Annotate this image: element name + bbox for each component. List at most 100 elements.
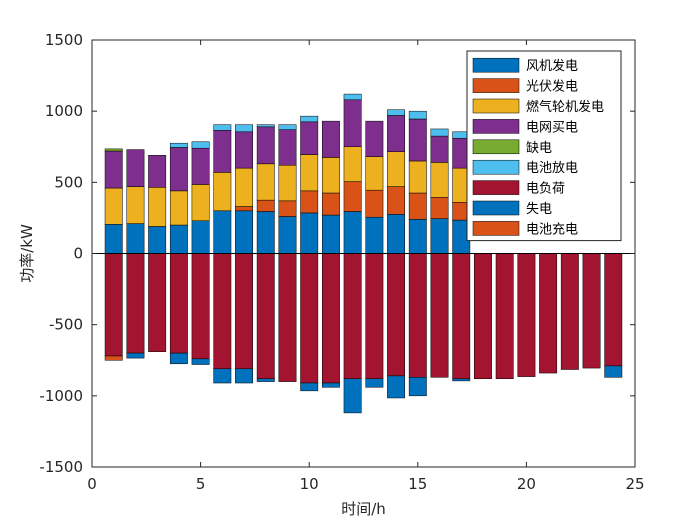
y-tick-label: 1000 — [45, 102, 83, 120]
bar-h6-series-6 — [213, 253, 232, 370]
bar-h5-series-6 — [191, 253, 210, 360]
bar-h10-series-2 — [300, 154, 319, 192]
bar-h20-series-6 — [517, 253, 536, 377]
bar-h4-series-0 — [169, 224, 188, 254]
bar-h16-series-1 — [430, 197, 449, 219]
bar-h12-series-0 — [343, 211, 362, 254]
bar-h11-series-3 — [321, 120, 340, 158]
bar-h5-series-7 — [191, 358, 210, 365]
bar-h14-series-7 — [387, 375, 406, 399]
bar-h8-series-1 — [256, 199, 275, 212]
x-axis-label: 时间/h — [341, 500, 386, 518]
bar-h17-series-7 — [452, 378, 471, 382]
bar-h14-series-6 — [387, 253, 406, 377]
legend-label-0: 风机发电 — [526, 58, 578, 74]
legend-label-6: 电负荷 — [526, 182, 565, 197]
bar-h11-series-1 — [321, 192, 340, 216]
bar-h6-series-0 — [213, 210, 232, 254]
legend-swatch-4 — [472, 139, 520, 155]
bar-h2-series-7 — [126, 352, 145, 359]
bar-h15-series-1 — [408, 192, 427, 220]
bar-h16-series-2 — [430, 162, 449, 198]
bar-h6-series-5 — [213, 124, 232, 131]
bar-h16-series-6 — [430, 253, 449, 378]
bar-h11-series-7 — [321, 382, 340, 388]
bar-h10-series-0 — [300, 212, 319, 254]
bar-h19-series-6 — [495, 253, 514, 380]
legend-swatch-3 — [472, 119, 520, 134]
legend-swatch-7 — [472, 200, 520, 216]
bar-h3-series-6 — [148, 253, 167, 352]
bar-h10-series-7 — [300, 382, 319, 392]
bar-h1-series-2 — [104, 187, 123, 225]
legend-label-3: 电网买电 — [526, 120, 578, 135]
x-tick-label: 15 — [408, 475, 427, 493]
bar-h1-series-3 — [104, 150, 123, 189]
bar-h24-series-7 — [604, 365, 623, 378]
bar-h21-series-6 — [539, 253, 558, 374]
bar-h6-series-2 — [213, 172, 232, 212]
bar-h8-series-0 — [256, 211, 275, 254]
bar-h5-series-0 — [191, 220, 210, 254]
bar-h8-series-5 — [256, 124, 275, 128]
bar-h4-series-3 — [169, 147, 188, 192]
y-axis-label: 功率/kW — [18, 224, 36, 283]
bar-h9-series-0 — [278, 216, 297, 254]
bar-h4-series-7 — [169, 352, 188, 365]
bar-h8-series-6 — [256, 253, 275, 380]
bar-h13-series-3 — [365, 120, 384, 157]
bar-h11-series-6 — [321, 253, 340, 384]
bar-h3-series-2 — [148, 187, 167, 227]
bar-h7-series-5 — [235, 124, 253, 133]
bar-h2-series-2 — [126, 186, 145, 224]
bar-h13-series-7 — [365, 378, 384, 388]
bar-h4-series-5 — [169, 142, 188, 148]
bar-h9-series-5 — [278, 124, 297, 130]
x-tick-label: 20 — [517, 475, 536, 493]
legend-label-7: 失电 — [526, 202, 552, 217]
bar-h18-series-6 — [474, 253, 492, 380]
bar-h12-series-2 — [343, 146, 362, 182]
bar-h7-series-2 — [235, 167, 253, 207]
bar-h15-series-0 — [408, 219, 427, 254]
bar-h6-series-7 — [213, 368, 232, 384]
bar-h23-series-6 — [582, 253, 601, 369]
bar-h9-series-1 — [278, 200, 297, 217]
bar-h17-series-6 — [452, 253, 471, 380]
y-tick-label: -1500 — [39, 458, 83, 476]
legend-swatch-5 — [472, 159, 520, 175]
bar-group — [104, 93, 623, 414]
y-tick-label: 0 — [73, 245, 83, 263]
bar-h15-series-6 — [408, 253, 427, 378]
bar-h9-series-6 — [278, 253, 297, 382]
bar-h5-series-5 — [191, 141, 210, 149]
bar-h4-series-6 — [169, 253, 188, 354]
bar-h7-series-7 — [235, 368, 253, 384]
bar-h4-series-2 — [169, 190, 188, 226]
bar-h1-series-6 — [104, 253, 123, 357]
bar-h14-series-2 — [387, 151, 406, 187]
y-tick-label: -500 — [49, 316, 83, 334]
y-tick-label: -1000 — [39, 387, 83, 405]
x-tick-label: 5 — [196, 475, 206, 493]
bar-h12-series-1 — [343, 181, 362, 212]
bar-h7-series-6 — [235, 253, 253, 370]
bar-h5-series-2 — [191, 184, 210, 222]
bar-h15-series-2 — [408, 160, 427, 194]
bar-h13-series-2 — [365, 156, 384, 191]
y-tick-label: 1500 — [45, 31, 83, 49]
bar-h14-series-0 — [387, 214, 406, 254]
bar-h10-series-5 — [300, 115, 319, 123]
legend-label-5: 电池放电 — [526, 161, 578, 176]
bar-h1-series-0 — [104, 224, 123, 254]
bar-h13-series-1 — [365, 189, 384, 218]
bar-h13-series-0 — [365, 216, 384, 254]
bar-h12-series-6 — [343, 253, 362, 380]
bar-h5-series-3 — [191, 147, 210, 185]
bar-h1-series-4 — [104, 148, 123, 152]
bar-h1-series-8 — [104, 355, 123, 361]
bar-h2-series-6 — [126, 253, 145, 354]
y-tick-label: 500 — [54, 173, 83, 191]
